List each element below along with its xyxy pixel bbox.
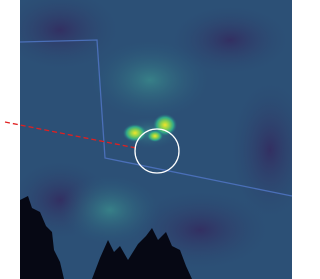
page <box>0 0 320 279</box>
bright-region <box>90 40 210 120</box>
image-view <box>0 0 292 279</box>
bright-region <box>60 175 160 245</box>
source-blob <box>147 130 163 142</box>
